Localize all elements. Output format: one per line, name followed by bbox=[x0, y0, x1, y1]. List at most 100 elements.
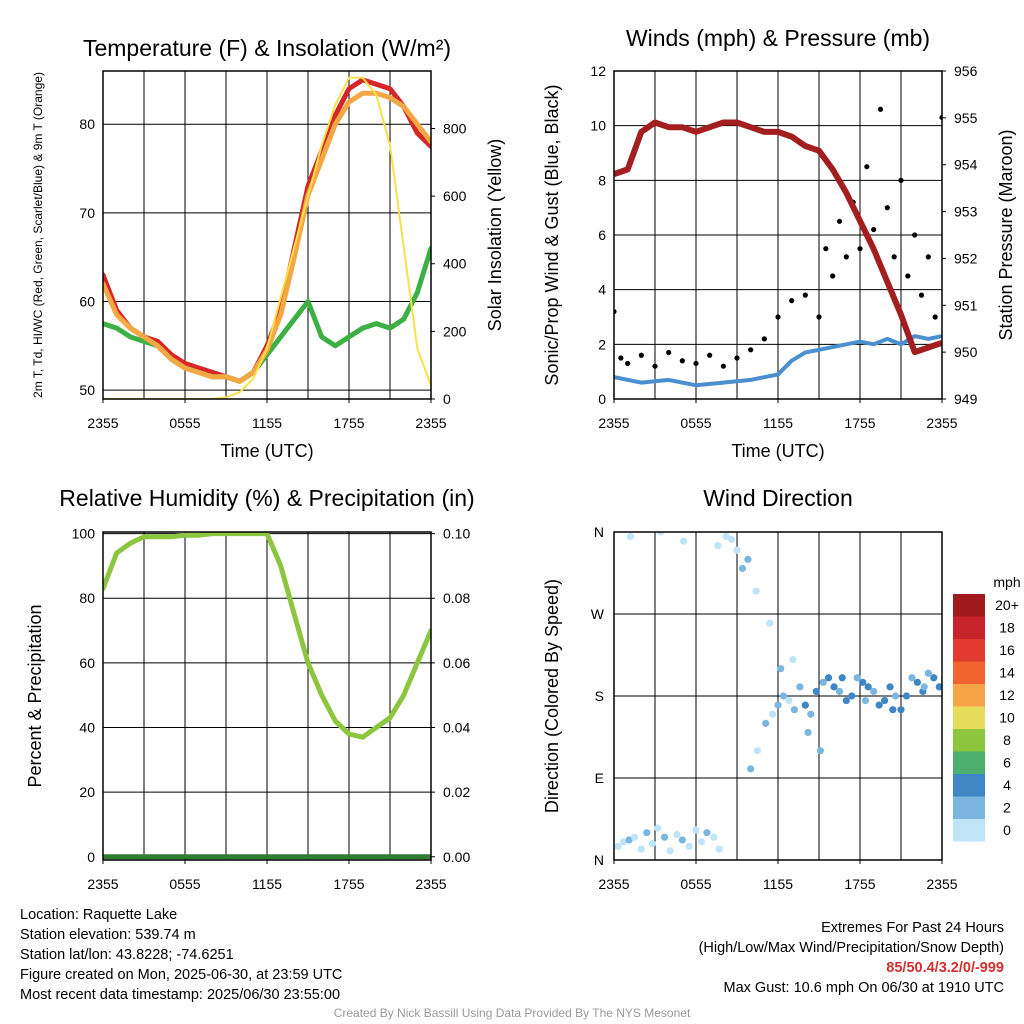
direction-point bbox=[768, 710, 777, 718]
direction-point bbox=[804, 728, 812, 737]
gust-point bbox=[802, 292, 808, 298]
direction-point bbox=[789, 655, 797, 664]
x-tick-label: 2355 bbox=[87, 876, 118, 892]
y-tick-label: 8 bbox=[598, 172, 606, 188]
series-group bbox=[614, 106, 942, 388]
colorbar-label: 16 bbox=[999, 642, 1015, 658]
x-tick-label: 2355 bbox=[87, 415, 118, 431]
gust-point bbox=[720, 363, 726, 369]
y-right-tick-label: 951 bbox=[954, 297, 978, 313]
direction-point bbox=[738, 564, 747, 573]
x-tick-label: 2355 bbox=[926, 415, 957, 431]
colorbar-label: 6 bbox=[1003, 755, 1011, 771]
direction-point bbox=[864, 683, 872, 691]
y-right-tick-label: 0.08 bbox=[443, 590, 470, 606]
direction-point bbox=[680, 537, 688, 545]
colorbar-unit: mph bbox=[993, 574, 1020, 590]
colorbar-swatch bbox=[953, 684, 985, 707]
recent-data-text: Most recent data timestamp: 2025/06/30 2… bbox=[20, 987, 341, 1003]
gust-point bbox=[898, 177, 904, 183]
direction-point bbox=[614, 842, 622, 850]
gust-point bbox=[789, 298, 795, 304]
y-axis-label: Percent & Precipitation bbox=[25, 604, 45, 787]
gust-point bbox=[823, 246, 829, 252]
location-text: Location: Raquette Lake bbox=[20, 907, 178, 923]
direction-point bbox=[654, 824, 662, 832]
x-tick-label: 2355 bbox=[415, 876, 446, 892]
y-tick-label: 0 bbox=[598, 391, 606, 407]
created-text: Figure created on Mon, 2025-06-30, at 23… bbox=[20, 967, 343, 983]
colorbar-swatch bbox=[953, 616, 985, 639]
gust-point bbox=[891, 254, 897, 260]
gust-point bbox=[625, 360, 631, 367]
y-tick-label: 80 bbox=[79, 116, 95, 132]
direction-point bbox=[722, 532, 730, 541]
gust-point bbox=[843, 254, 849, 260]
direction-point bbox=[842, 696, 850, 705]
colorbar-swatch bbox=[953, 639, 985, 662]
extremes-subtitle: (High/Low/Max Wind/Precipitation/Snow De… bbox=[698, 940, 1004, 956]
colorbar-label: 12 bbox=[999, 687, 1015, 703]
gust-point bbox=[666, 349, 672, 356]
y-right-tick-label: 952 bbox=[954, 250, 978, 266]
direction-point bbox=[710, 833, 718, 841]
y-right-tick-label: 949 bbox=[954, 391, 978, 407]
direction-point bbox=[753, 747, 762, 755]
y-right-tick-label: 200 bbox=[443, 323, 467, 339]
direction-point bbox=[752, 587, 760, 595]
y-right-axis-label: Solar Insolation (Yellow) bbox=[485, 139, 505, 331]
gust-point bbox=[638, 352, 644, 358]
direction-point bbox=[886, 683, 894, 691]
direction-point bbox=[924, 669, 932, 677]
direction-point bbox=[774, 701, 782, 709]
y-axis-label: Direction (Colored By Speed) bbox=[542, 579, 562, 813]
colorbar-label: 20+ bbox=[995, 597, 1019, 613]
direction-point bbox=[656, 532, 665, 536]
direction-point bbox=[762, 719, 770, 727]
direction-point bbox=[733, 546, 741, 554]
y-right-tick-label: 0.04 bbox=[443, 720, 470, 736]
y-right-axis-label: Station Pressure (Maroon) bbox=[996, 129, 1016, 340]
gust-point bbox=[775, 314, 781, 320]
extremes-values: 85/50.4/3.2/0/-999 bbox=[886, 960, 1004, 976]
direction-point bbox=[897, 706, 905, 714]
elevation-text: Station elevation: 539.74 m bbox=[20, 927, 196, 943]
y-tick-label: 20 bbox=[79, 784, 95, 800]
y-right-tick-label: 0.06 bbox=[443, 655, 470, 671]
colorbar-swatch bbox=[953, 819, 985, 842]
direction-point bbox=[838, 674, 846, 682]
x-tick-label: 1155 bbox=[252, 876, 282, 892]
direction-point bbox=[785, 696, 793, 705]
direction-point bbox=[807, 710, 815, 718]
direction-point bbox=[801, 701, 809, 709]
direction-point bbox=[861, 696, 870, 705]
gust-point bbox=[918, 292, 925, 298]
direction-point bbox=[889, 706, 897, 714]
gust-point bbox=[707, 352, 713, 358]
direction-point bbox=[625, 836, 633, 844]
colorbar-swatch bbox=[953, 774, 985, 797]
direction-point bbox=[875, 701, 883, 709]
direction-point bbox=[637, 845, 645, 853]
direction-point bbox=[902, 692, 911, 700]
y-tick-label: 4 bbox=[598, 282, 606, 298]
x-tick-label: 0555 bbox=[680, 415, 711, 431]
x-tick-label: 2355 bbox=[598, 415, 629, 431]
y-right-tick-label: 600 bbox=[443, 188, 467, 204]
colorbar-label: 8 bbox=[1003, 732, 1011, 748]
y-right-tick-label: 800 bbox=[443, 120, 467, 136]
direction-point bbox=[835, 687, 844, 696]
gust-point bbox=[761, 336, 767, 342]
gust-point bbox=[925, 254, 931, 260]
direction-point bbox=[848, 692, 856, 700]
direction-point bbox=[930, 674, 938, 682]
chart-title: Relative Humidity (%) & Precipitation (i… bbox=[59, 485, 474, 511]
colorbar-label: 4 bbox=[1003, 777, 1011, 793]
y-tick-label: 2 bbox=[598, 336, 606, 352]
direction-point bbox=[913, 678, 922, 686]
plot-frame bbox=[613, 70, 943, 400]
x-tick-label: 0555 bbox=[169, 876, 200, 892]
colorbar-swatch bbox=[953, 729, 985, 752]
y-tick-label: 10 bbox=[590, 118, 606, 134]
x-tick-label: 1755 bbox=[333, 415, 364, 431]
